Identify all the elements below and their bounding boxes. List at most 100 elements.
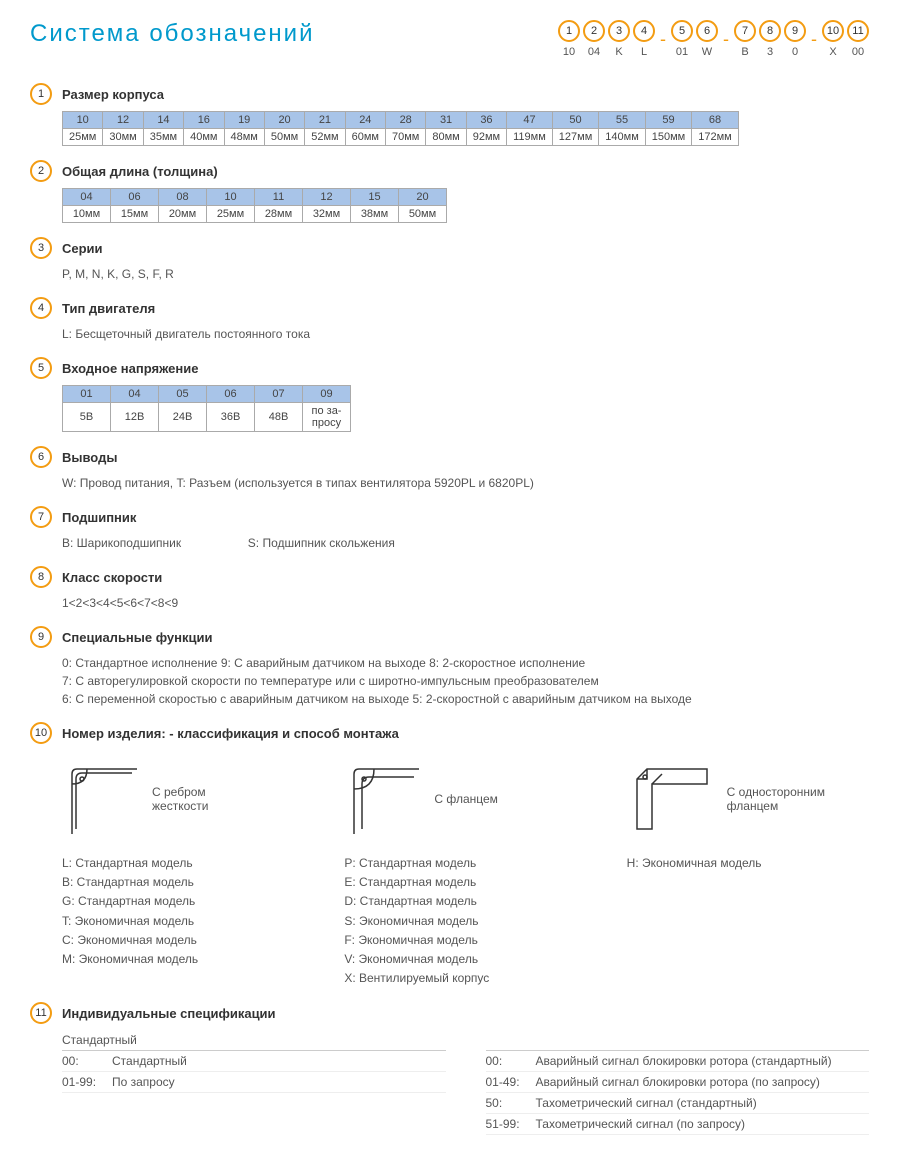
spec-col-left: Стандартный 00:Стандартный01-99:По запро… bbox=[62, 1030, 446, 1135]
code-col-3: 3K bbox=[608, 20, 630, 58]
spec-code: 00: bbox=[62, 1054, 112, 1068]
mount-list-item: D: Стандартная модель bbox=[344, 892, 586, 911]
spec-code: 51-99: bbox=[486, 1117, 536, 1131]
code-val: L bbox=[641, 46, 647, 58]
section-num-2: 2 bbox=[30, 160, 52, 182]
mount-list-item: T: Экономичная модель bbox=[62, 912, 304, 931]
code-val: 04 bbox=[588, 46, 600, 58]
code-val: X bbox=[829, 46, 836, 58]
code-dash: - bbox=[658, 28, 668, 50]
mount-list-3: H: Экономичная модель bbox=[627, 854, 869, 873]
section-num-10: 10 bbox=[30, 722, 52, 744]
table-voltage: 0104050607095В12В24В36В48Впо за- просу bbox=[62, 385, 351, 432]
mount-label-2: С фланцем bbox=[434, 792, 498, 806]
table-cell: 52мм bbox=[305, 129, 345, 146]
section-body-8: 1<2<3<4<5<6<7<8<9 bbox=[62, 594, 869, 612]
section-title-7: Подшипник bbox=[62, 510, 136, 525]
section-2: 2Общая длина (толщина) 04060810111215201… bbox=[30, 160, 869, 223]
mount-list-item: E: Стандартная модель bbox=[344, 873, 586, 892]
section-num-6: 6 bbox=[30, 446, 52, 468]
table-header-cell: 01 bbox=[63, 386, 111, 403]
table-header-cell: 15 bbox=[351, 189, 399, 206]
spec-columns: Стандартный 00:Стандартный01-99:По запро… bbox=[62, 1030, 869, 1135]
table-cell: 127мм bbox=[552, 129, 598, 146]
table-cell: 50мм bbox=[399, 206, 447, 223]
section-num-1: 1 bbox=[30, 83, 52, 105]
section-body-7: B: Шарикоподшипник S: Подшипник скольжен… bbox=[62, 534, 869, 552]
spec-left-head: Стандартный bbox=[62, 1030, 446, 1051]
mount-list-item: B: Стандартная модель bbox=[62, 873, 304, 892]
mount-col-1: С ребром жесткости L: Стандартная модель… bbox=[62, 754, 304, 988]
mount-list-item: V: Экономичная модель bbox=[344, 950, 586, 969]
table-header-cell: 20 bbox=[264, 112, 304, 129]
page-header: Система обозначений 1102043K4L-5016W-7B8… bbox=[30, 20, 869, 58]
spec-desc: Аварийный сигнал блокировки ротора (по з… bbox=[536, 1075, 870, 1089]
table-header-cell: 08 bbox=[159, 189, 207, 206]
code-key-row: 1102043K4L-5016W-7B8390-10X1100 bbox=[558, 20, 869, 58]
table-cell: 25мм bbox=[63, 129, 103, 146]
spec-row: 00:Аварийный сигнал блокировки ротора (с… bbox=[486, 1051, 870, 1072]
section-num-5: 5 bbox=[30, 357, 52, 379]
table-header-cell: 36 bbox=[466, 112, 506, 129]
table-header-cell: 06 bbox=[207, 386, 255, 403]
section-title-11: Индивидуальные спецификации bbox=[62, 1006, 276, 1021]
table-header-cell: 07 bbox=[255, 386, 303, 403]
section-num-7: 7 bbox=[30, 506, 52, 528]
section-title-4: Тип двигателя bbox=[62, 301, 155, 316]
section-10: 10 Номер изделия: - классификация и спосо… bbox=[30, 722, 869, 988]
section-num-3: 3 bbox=[30, 237, 52, 259]
func-line: 0: Стандартное исполнение 9: С аварийным… bbox=[62, 654, 869, 672]
section-title-3: Серии bbox=[62, 241, 103, 256]
mount-list-item: G: Стандартная модель bbox=[62, 892, 304, 911]
code-dash: - bbox=[721, 28, 731, 50]
code-col-2: 204 bbox=[583, 20, 605, 58]
table-header-cell: 04 bbox=[111, 386, 159, 403]
section-title-10: Номер изделия: - классификация и способ … bbox=[62, 726, 399, 741]
code-col-4: 4L bbox=[633, 20, 655, 58]
spec-code: 50: bbox=[486, 1096, 536, 1110]
func-line: 6: С переменной скоростью с аварийным да… bbox=[62, 690, 869, 708]
mount-single-flange-icon bbox=[627, 759, 717, 839]
code-num: 9 bbox=[784, 20, 806, 42]
code-val: W bbox=[702, 46, 712, 58]
table-header-cell: 24 bbox=[345, 112, 385, 129]
table-header-cell: 05 bbox=[159, 386, 207, 403]
table-cell: 36В bbox=[207, 403, 255, 432]
page-title: Система обозначений bbox=[30, 20, 315, 48]
code-val: 01 bbox=[676, 46, 688, 58]
code-num: 4 bbox=[633, 20, 655, 42]
table-cell: 150мм bbox=[645, 129, 691, 146]
spec-row: 01-99:По запросу bbox=[62, 1072, 446, 1093]
mount-col-2: С фланцем P: Стандартная модельE: Станда… bbox=[344, 754, 586, 988]
spec-desc: Тахометрический сигнал (по запросу) bbox=[536, 1117, 870, 1131]
mount-list-item: F: Экономичная модель bbox=[344, 931, 586, 950]
table-header-cell: 12 bbox=[303, 189, 351, 206]
section-11: 11Индивидуальные спецификации Стандартны… bbox=[30, 1002, 869, 1135]
spec-code: 00: bbox=[486, 1054, 536, 1068]
table-header-cell: 31 bbox=[426, 112, 466, 129]
section-8: 8Класс скорости 1<2<3<4<5<6<7<8<9 bbox=[30, 566, 869, 612]
code-val: 0 bbox=[792, 46, 798, 58]
table-cell: 38мм bbox=[351, 206, 399, 223]
table-cell: 48мм bbox=[224, 129, 264, 146]
table-header-cell: 11 bbox=[255, 189, 303, 206]
section-7: 7 Подшипник B: Шарикоподшипник S: Подшипн… bbox=[30, 506, 869, 552]
func-line: 7: С авторегулировкой скорости по темпер… bbox=[62, 672, 869, 690]
table-cell: 25мм bbox=[207, 206, 255, 223]
spec-row: 00:Стандартный bbox=[62, 1051, 446, 1072]
code-col-10: 10X bbox=[822, 20, 844, 58]
bearing-s: S: Подшипник скольжения bbox=[248, 536, 395, 550]
section-body-9: 0: Стандартное исполнение 9: С аварийным… bbox=[62, 654, 869, 708]
mount-label-3: С односторонним фланцем bbox=[727, 785, 825, 813]
code-dash: - bbox=[809, 28, 819, 50]
code-val: 00 bbox=[852, 46, 864, 58]
spec-desc: Аварийный сигнал блокировки ротора (стан… bbox=[536, 1054, 870, 1068]
code-num: 6 bbox=[696, 20, 718, 42]
section-num-4: 4 bbox=[30, 297, 52, 319]
section-title-6: Выводы bbox=[62, 450, 117, 465]
table-header-cell: 68 bbox=[692, 112, 738, 129]
table-header-cell: 59 bbox=[645, 112, 691, 129]
table-cell: 15мм bbox=[111, 206, 159, 223]
table-header-cell: 04 bbox=[63, 189, 111, 206]
spec-desc: По запросу bbox=[112, 1075, 446, 1089]
